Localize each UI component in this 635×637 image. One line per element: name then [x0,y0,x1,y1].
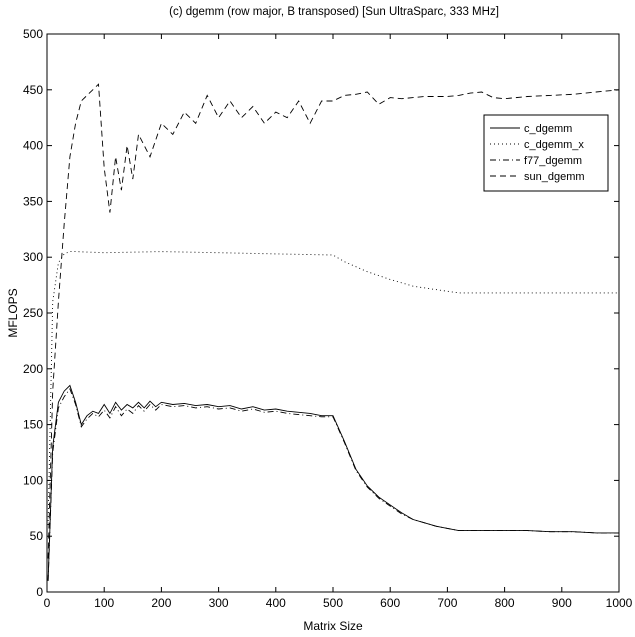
series-line-c-dgemm-x [47,251,619,526]
series-line-c-dgemm [47,384,619,581]
series-layer [47,83,620,581]
x-tick-label: 600 [380,596,400,610]
legend: c_dgemm c_dgemm_x f77_dgemm sun_dgemm [483,114,609,192]
x-tick-label: 900 [552,596,572,610]
y-tick-label: 50 [30,529,44,543]
y-tick-label: 500 [23,27,43,41]
legend-label-c-dgemm: c_dgemm [524,123,572,135]
legend-label-c-dgemm-x: c_dgemm_x [524,139,584,151]
legend-label-f77-dgemm: f77_dgemm [524,155,582,167]
y-tick-label: 0 [36,585,43,599]
x-tick-label: 0 [44,596,51,610]
x-tick-label: 500 [323,596,343,610]
y-tick-label: 400 [23,139,43,153]
x-tick-label: 400 [266,596,286,610]
x-tick-label: 700 [437,596,457,610]
y-tick-label: 150 [23,418,43,432]
x-tick-label: 100 [94,596,114,610]
y-tick-label: 450 [23,83,43,97]
y-axis-label: MFLOPS [6,288,20,337]
x-axis-label: Matrix Size [303,619,363,633]
y-tick-label: 300 [23,250,43,264]
series-line-f77-dgemm [47,387,619,581]
x-tick-label: 800 [495,596,515,610]
chart-title: (c) dgemm (row major, B transposed) [Sun… [169,6,499,18]
y-tick-label: 350 [23,194,43,208]
series-line-sun-dgemm [47,83,620,559]
y-tick-label: 100 [23,473,43,487]
x-tick-label: 1000 [606,596,633,610]
y-tick-label: 200 [23,362,43,376]
x-tick-label: 300 [209,596,229,610]
y-tick-label: 250 [23,306,43,320]
x-tick-label: 200 [151,596,171,610]
axis-ticks: 0 100 200 300 400 500 600 700 800 900 1000 0 50 100 15… [23,27,633,610]
legend-label-sun-dgemm: sun_dgemm [524,171,585,183]
